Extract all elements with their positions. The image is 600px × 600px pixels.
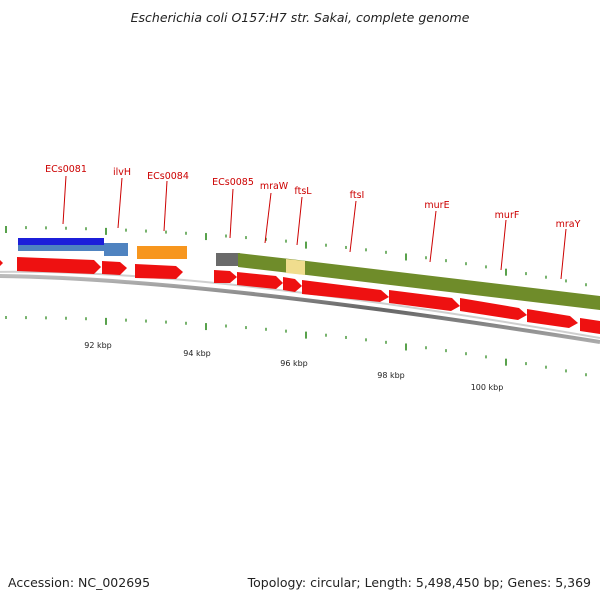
outer-tick-row [5, 226, 587, 287]
gene-label-ftsi[interactable]: ftsI [349, 190, 365, 253]
gene-label-text: ftsL [294, 186, 312, 197]
label-leader-line [62, 175, 67, 225]
gene-label-murf[interactable]: murF [495, 210, 520, 271]
feature-block-blue[interactable] [18, 238, 104, 246]
feature-block-steel-ilvh[interactable] [104, 243, 128, 256]
gene-arrow[interactable] [389, 290, 460, 311]
gene-arrow[interactable] [135, 264, 183, 279]
gene-label-text: ECs0084 [147, 171, 189, 182]
gene-label-mray[interactable]: mraY [556, 219, 581, 280]
gene-arrow[interactable] [283, 277, 302, 292]
label-leader-line [296, 196, 303, 246]
backbone-arc [0, 274, 600, 344]
gene-label-mure[interactable]: murE [424, 200, 450, 263]
gene-label-text: murF [495, 210, 520, 221]
gene-arrow[interactable] [302, 280, 389, 302]
gene-arrow[interactable] [460, 298, 527, 320]
gene-label-ftsl[interactable]: ftsL [294, 186, 312, 246]
label-leader-line [349, 200, 357, 253]
feature-block-orange[interactable] [137, 246, 187, 259]
label-leader-line [429, 210, 437, 263]
gene-label-mraw[interactable]: mraW [260, 181, 289, 244]
scale-label: 94 kbp [183, 349, 211, 358]
label-leader-line [229, 188, 234, 239]
scale-label: 96 kbp [280, 359, 308, 368]
gene-label-ecs0084[interactable]: ECs0084 [147, 171, 189, 232]
gene-arrow[interactable] [580, 318, 600, 334]
gene-labels: ECs0081 ilvH ECs0084 ECs0085 mraW ftsL f… [45, 164, 581, 280]
feature-block-olive[interactable] [238, 253, 600, 310]
map-title: Escherichia coli O157:H7 str. Sakai, com… [130, 10, 470, 25]
feature-band [18, 238, 600, 310]
gene-label-text: murE [424, 200, 449, 211]
gene-arrow[interactable] [102, 261, 127, 275]
label-leader-line [117, 177, 123, 229]
gene-label-text: ftsI [350, 190, 365, 201]
accession-text: Accession: NC_002695 [8, 575, 151, 590]
gene-arrow[interactable] [237, 272, 283, 289]
feature-block-steel[interactable] [18, 245, 104, 251]
genome-summary-text: Topology: circular; Length: 5,498,450 bp… [247, 575, 591, 590]
label-leader-line [163, 180, 168, 232]
gene-label-ecs0081[interactable]: ECs0081 [45, 164, 87, 225]
gene-label-text: mraY [556, 219, 581, 230]
label-leader-line [264, 192, 272, 244]
scale-label: 100 kbp [471, 383, 504, 392]
gene-label-ecs0085[interactable]: ECs0085 [212, 177, 254, 239]
gene-label-ilvh[interactable]: ilvH [113, 167, 131, 229]
gene-label-text: ilvH [113, 167, 131, 178]
label-leader-line [500, 219, 507, 271]
feature-block-khaki[interactable] [286, 259, 305, 275]
gene-label-text: ECs0081 [45, 164, 87, 175]
gene-arrow[interactable] [0, 258, 3, 268]
gene-arrow[interactable] [17, 257, 101, 274]
gene-label-text: ECs0085 [212, 177, 254, 188]
gene-arrows [0, 257, 600, 334]
scale-label: 92 kbp [84, 341, 112, 350]
label-leader-line [560, 228, 567, 280]
scale-labels: 92 kbp 94 kbp 96 kbp 98 kbp 100 kbp [84, 341, 503, 392]
feature-block-gray[interactable] [216, 253, 240, 266]
gene-arrow[interactable] [527, 309, 578, 328]
gene-label-text: mraW [260, 181, 289, 192]
scale-label: 98 kbp [377, 371, 405, 380]
gene-arrow[interactable] [214, 270, 237, 283]
inner-tick-row [5, 316, 587, 377]
